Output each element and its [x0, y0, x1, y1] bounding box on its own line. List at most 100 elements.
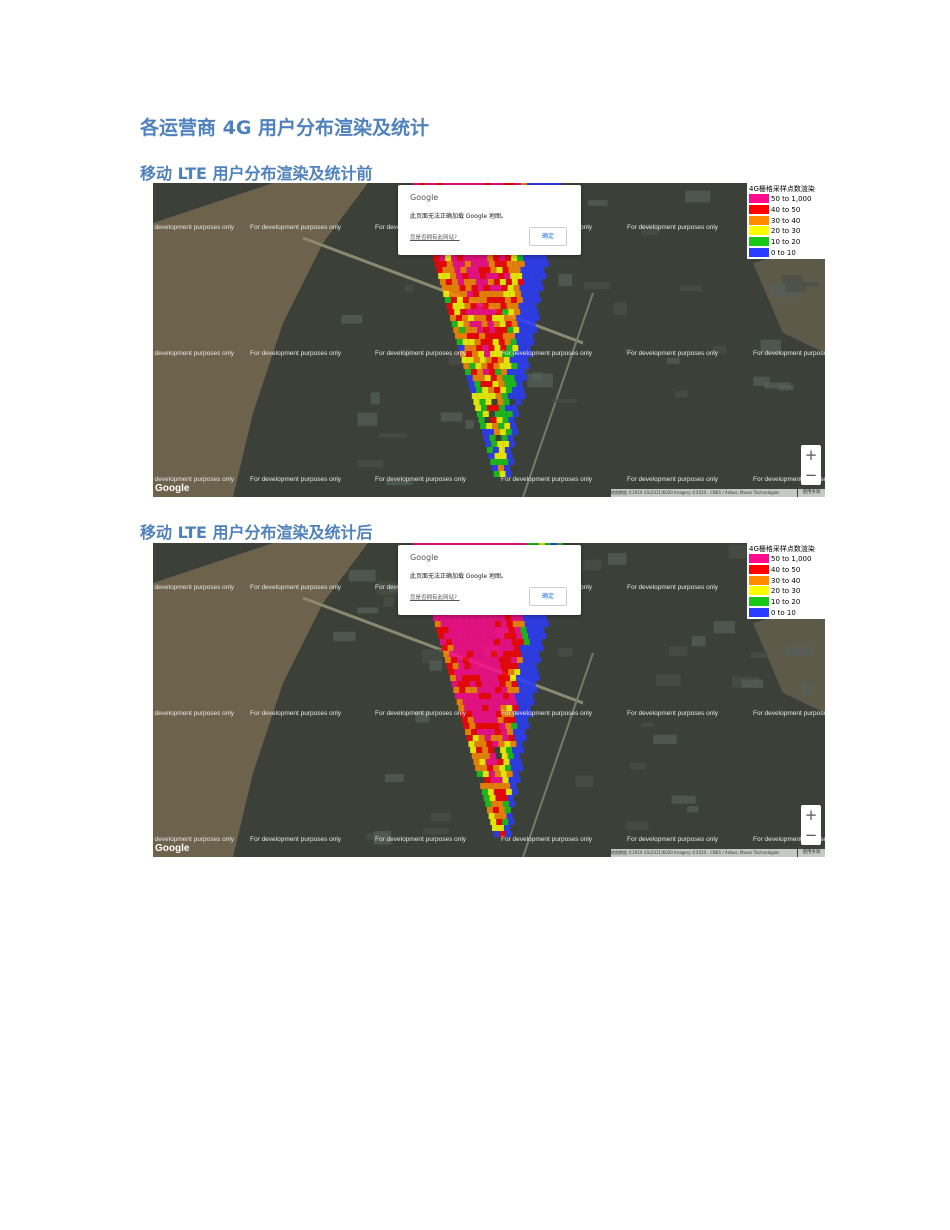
- building-block: [687, 806, 699, 813]
- terms-link[interactable]: 使用条款: [798, 849, 825, 857]
- heat-cell: [492, 423, 499, 429]
- heat-cell: [480, 699, 487, 705]
- heat-cell: [494, 813, 501, 819]
- heat-cell: [504, 447, 511, 453]
- building-block: [802, 282, 820, 287]
- heat-cell: [481, 363, 488, 369]
- heat-cell: [457, 639, 464, 645]
- heat-cell: [517, 681, 524, 687]
- heat-cell: [504, 807, 511, 813]
- heat-cell: [460, 309, 467, 315]
- heat-cell: [450, 273, 457, 279]
- heat-cell: [473, 693, 479, 699]
- heat-cell: [451, 639, 458, 645]
- zoom-out[interactable]: −: [804, 466, 818, 484]
- heat-cell: [493, 765, 500, 771]
- heat-cell: [456, 273, 463, 279]
- dialog-button[interactable]: 确定: [529, 587, 567, 606]
- heat-cell: [504, 423, 511, 429]
- heat-cell: [497, 693, 503, 699]
- heat-cell: [471, 753, 478, 759]
- heat-cell: [503, 399, 510, 405]
- building-block: [341, 314, 363, 324]
- heat-cell: [495, 795, 502, 801]
- heat-cell: [532, 627, 539, 633]
- heat-cell: [503, 315, 510, 321]
- building-block: [583, 281, 610, 290]
- heat-cell: [515, 291, 522, 297]
- heat-cell: [458, 345, 465, 351]
- heat-cell: [530, 663, 537, 669]
- heat-cell: [479, 291, 486, 297]
- heat-cell: [478, 351, 485, 357]
- building-block: [764, 382, 791, 389]
- heat-cell: [497, 717, 504, 723]
- heat-cell: [459, 285, 466, 291]
- heat-cell: [524, 345, 531, 351]
- heat-cell: [513, 753, 520, 759]
- heat-cell: [446, 663, 453, 669]
- heat-cell: [469, 321, 476, 327]
- heat-cell: [460, 351, 467, 357]
- heat-cell: [466, 627, 473, 633]
- zoom-in[interactable]: +: [804, 806, 818, 824]
- heat-cell: [535, 639, 542, 645]
- heat-cell: [517, 639, 524, 645]
- heat-cell: [518, 345, 525, 351]
- zoom-in[interactable]: +: [804, 446, 818, 464]
- heat-cell: [508, 459, 515, 465]
- heat-cell: [506, 453, 513, 459]
- building-block: [404, 284, 414, 292]
- dialog-link[interactable]: 您是否拥有此网站？: [410, 235, 460, 241]
- heat-cell: [462, 633, 469, 639]
- dialog-button[interactable]: 确定: [529, 227, 567, 246]
- heat-cell: [467, 357, 474, 363]
- heat-cell: [528, 297, 535, 303]
- heat-cell: [511, 765, 518, 771]
- heat-cell: [505, 765, 512, 771]
- building-block: [750, 652, 769, 659]
- heat-cell: [533, 675, 540, 681]
- heat-cell: [486, 633, 493, 639]
- heat-cell: [499, 723, 506, 729]
- heat-cell: [525, 285, 532, 291]
- heat-cell: [448, 267, 455, 273]
- heat-cell: [486, 297, 493, 303]
- road: [522, 292, 594, 497]
- heat-cell: [493, 615, 500, 621]
- heat-cell: [478, 375, 485, 381]
- heat-cell: [458, 705, 465, 711]
- heat-cell: [494, 663, 501, 669]
- heat-cell: [498, 423, 505, 429]
- heat-cell: [501, 369, 508, 375]
- heat-cell: [497, 441, 504, 447]
- heat-cell: [441, 645, 448, 651]
- heat-cell: [511, 429, 518, 435]
- heat-cell: [483, 687, 490, 693]
- heat-cell: [481, 765, 488, 771]
- watermark: For development purposes only: [153, 836, 235, 843]
- legend-label: 40 to 50: [771, 205, 801, 214]
- heat-cell: [497, 333, 503, 339]
- heat-cell: [535, 615, 542, 621]
- heat-cell: [528, 699, 535, 705]
- terms-link[interactable]: 使用条款: [798, 489, 825, 497]
- heat-cell: [503, 801, 510, 807]
- heat-cell: [508, 309, 515, 315]
- heat-cell: [447, 645, 454, 651]
- heat-cell: [461, 315, 468, 321]
- zoom-out[interactable]: −: [804, 826, 818, 844]
- building-block: [802, 682, 813, 696]
- heat-cell: [508, 417, 515, 423]
- heat-cell: [470, 663, 477, 669]
- heat-cell: [495, 687, 502, 693]
- heat-cell: [482, 411, 489, 417]
- heat-cell: [510, 783, 517, 789]
- heat-cell: [506, 261, 513, 267]
- heat-cell: [496, 459, 503, 465]
- heat-cell: [461, 717, 468, 723]
- heat-cell: [507, 729, 514, 735]
- heat-cell: [529, 321, 536, 327]
- heat-cell: [463, 255, 470, 261]
- dialog-link[interactable]: 您是否拥有此网站？: [410, 595, 460, 601]
